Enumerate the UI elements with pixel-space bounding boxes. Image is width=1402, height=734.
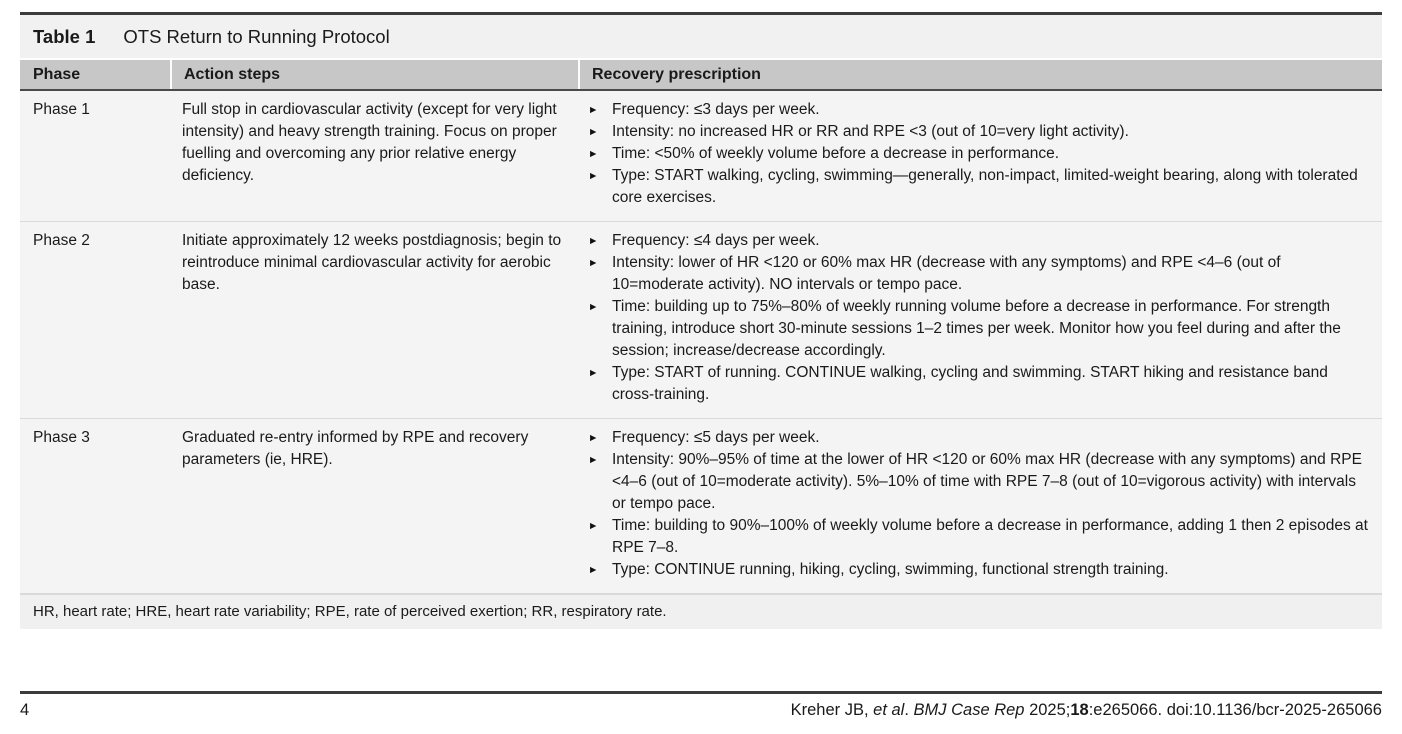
phase-cell: Phase 2	[33, 232, 90, 249]
table-caption: Table 1 OTS Return to Running Protocol	[20, 15, 1382, 60]
recovery-item: ► Time: building up to 75%–80% of weekly…	[588, 296, 1374, 362]
bullet-triangle-icon: ►	[588, 126, 599, 138]
recovery-prescription-cell: ► Frequency: ≤3 days per week. ► Intensi…	[578, 91, 1382, 221]
column-header-phase: Phase	[33, 66, 81, 83]
recovery-item: ► Type: START walking, cycling, swimming…	[588, 165, 1374, 209]
page-footer: 4 Kreher JB, et al. BMJ Case Rep 2025;18…	[20, 691, 1382, 720]
recovery-text: Frequency: ≤4 days per week.	[612, 232, 820, 249]
table-row-phase-2: Phase 2 Initiate approximately 12 weeks …	[20, 222, 1382, 419]
bullet-triangle-icon: ►	[588, 257, 599, 269]
phase-cell: Phase 3	[33, 429, 90, 446]
recovery-text: Frequency: ≤3 days per week.	[612, 101, 820, 118]
table-caption-title: OTS Return to Running Protocol	[123, 26, 390, 47]
bullet-triangle-icon: ►	[588, 104, 599, 116]
recovery-prescription-cell: ► Frequency: ≤4 days per week. ► Intensi…	[578, 222, 1382, 418]
bullet-triangle-icon: ►	[588, 367, 599, 379]
citation-volume: 18	[1070, 701, 1089, 719]
recovery-item: ► Intensity: no increased HR or RR and R…	[588, 121, 1374, 143]
phase-cell: Phase 1	[33, 101, 90, 118]
action-steps-cell: Initiate approximately 12 weeks postdiag…	[182, 232, 562, 293]
citation: Kreher JB, et al. BMJ Case Rep 2025;18:e…	[791, 701, 1382, 720]
table-row-phase-3: Phase 3 Graduated re-entry informed by R…	[20, 419, 1382, 594]
recovery-item: ► Frequency: ≤3 days per week.	[588, 99, 1374, 121]
recovery-item: ► Intensity: 90%–95% of time at the lowe…	[588, 449, 1374, 515]
citation-authors: Kreher JB,	[790, 701, 874, 719]
recovery-item: ► Frequency: ≤4 days per week.	[588, 230, 1374, 252]
recovery-item: ► Time: building to 90%–100% of weekly v…	[588, 515, 1374, 559]
action-steps-cell: Full stop in cardiovascular activity (ex…	[182, 101, 557, 184]
recovery-item: ► Frequency: ≤5 days per week.	[588, 427, 1374, 449]
recovery-text: Type: START of running. CONTINUE walking…	[612, 364, 1328, 403]
citation-sep: .	[904, 701, 914, 719]
bullet-triangle-icon: ►	[588, 454, 599, 466]
recovery-item: ► Intensity: lower of HR <120 or 60% max…	[588, 252, 1374, 296]
table-top-rule	[20, 12, 1382, 15]
recovery-text: Intensity: 90%–95% of time at the lower …	[612, 451, 1362, 512]
bullet-triangle-icon: ►	[588, 170, 599, 182]
recovery-item: ► Type: START of running. CONTINUE walki…	[588, 362, 1374, 406]
page-number: 4	[20, 701, 30, 719]
bullet-triangle-icon: ►	[588, 564, 599, 576]
recovery-text: Time: building to 90%–100% of weekly vol…	[612, 517, 1368, 556]
citation-etal: et al	[873, 701, 905, 719]
table-row-phase-1: Phase 1 Full stop in cardiovascular acti…	[20, 91, 1382, 222]
recovery-text: Intensity: lower of HR <120 or 60% max H…	[612, 254, 1281, 293]
citation-doi: :e265066. doi:10.1136/bcr-2025-265066	[1088, 701, 1382, 719]
table-caption-label: Table 1	[33, 26, 96, 47]
bullet-triangle-icon: ►	[588, 235, 599, 247]
recovery-text: Time: building up to 75%–80% of weekly r…	[612, 298, 1341, 359]
citation-year: 2025;	[1024, 701, 1071, 719]
bullet-triangle-icon: ►	[588, 148, 599, 160]
footer-line: 4 Kreher JB, et al. BMJ Case Rep 2025;18…	[20, 694, 1382, 720]
table-header-row: Phase Action steps Recovery prescription	[20, 60, 1382, 91]
recovery-text: Intensity: no increased HR or RR and RPE…	[612, 123, 1129, 140]
recovery-text: Frequency: ≤5 days per week.	[612, 429, 820, 446]
action-steps-cell: Graduated re-entry informed by RPE and r…	[182, 429, 529, 468]
recovery-text: Time: <50% of weekly volume before a dec…	[612, 145, 1059, 162]
column-header-action-steps: Action steps	[170, 60, 578, 89]
recovery-item: ► Type: CONTINUE running, hiking, cyclin…	[588, 559, 1374, 581]
footer-rule	[20, 691, 1382, 694]
recovery-text: Type: START walking, cycling, swimming—g…	[612, 167, 1358, 206]
recovery-text: Type: CONTINUE running, hiking, cycling,…	[612, 561, 1169, 578]
recovery-item: ► Time: <50% of weekly volume before a d…	[588, 143, 1374, 165]
citation-journal: BMJ Case Rep	[913, 701, 1025, 719]
recovery-prescription-cell: ► Frequency: ≤5 days per week. ► Intensi…	[578, 419, 1382, 593]
bullet-triangle-icon: ►	[588, 520, 599, 532]
column-header-recovery-prescription: Recovery prescription	[578, 60, 1382, 89]
bullet-triangle-icon: ►	[588, 301, 599, 313]
table-footnote: HR, heart rate; HRE, heart rate variabil…	[20, 594, 1382, 629]
bullet-triangle-icon: ►	[588, 432, 599, 444]
